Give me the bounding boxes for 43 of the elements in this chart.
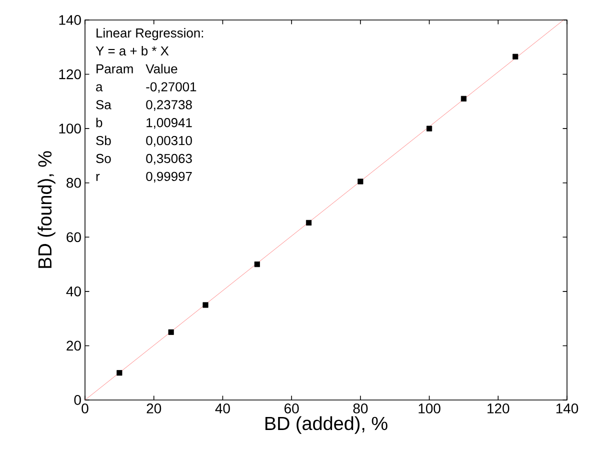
y-tick-label: 60 (66, 232, 81, 242)
annotation: Y = a + b * X (96, 46, 169, 56)
point (168, 329, 174, 335)
annotation: 0,99997 (146, 172, 192, 183)
x-tick-label: 100 (418, 404, 440, 414)
x-tick-label: 40 (215, 404, 230, 414)
annotation: Linear Regression: (96, 28, 204, 40)
y-tick-label: 20 (66, 340, 81, 351)
annotation: Sa (96, 100, 112, 110)
y-tick-label: 0 (74, 395, 81, 405)
annotation: r (96, 174, 100, 181)
point (116, 370, 122, 376)
annotation: a (96, 84, 103, 92)
annotation: Sb (96, 136, 111, 146)
annotation: 0,35063 (146, 154, 192, 165)
y-tick-label: 120 (59, 69, 81, 80)
y-tick-label: 40 (66, 286, 81, 296)
point (254, 261, 260, 268)
point (202, 302, 208, 308)
x-tick-label: 60 (284, 404, 299, 414)
x-tick-label: 120 (488, 404, 510, 414)
annotation: b (96, 118, 102, 128)
annotation: So (96, 154, 111, 164)
x-tick-label: 0 (82, 404, 88, 414)
point (306, 220, 312, 226)
x-axis-title: BD (added), % (265, 416, 388, 434)
x-tick-label: 140 (556, 404, 578, 414)
annotation: Value (146, 64, 178, 74)
y-axis-title: BD (found), % (38, 151, 56, 268)
x-tick-label: 80 (353, 404, 368, 414)
y-tick-label: 80 (66, 178, 81, 188)
point (460, 96, 467, 102)
annotation: Param (96, 64, 133, 74)
x-tick-label: 20 (146, 404, 162, 414)
annotation: -0,27001 (146, 82, 196, 93)
annotation: 1,00941 (146, 118, 192, 129)
y-tick-label: 100 (59, 124, 81, 134)
annotation: 0,00310 (146, 136, 192, 147)
point (426, 126, 432, 132)
y-tick-label: 140 (59, 15, 81, 25)
point (358, 178, 364, 184)
annotation: 0,23738 (146, 100, 192, 111)
point (512, 54, 518, 60)
